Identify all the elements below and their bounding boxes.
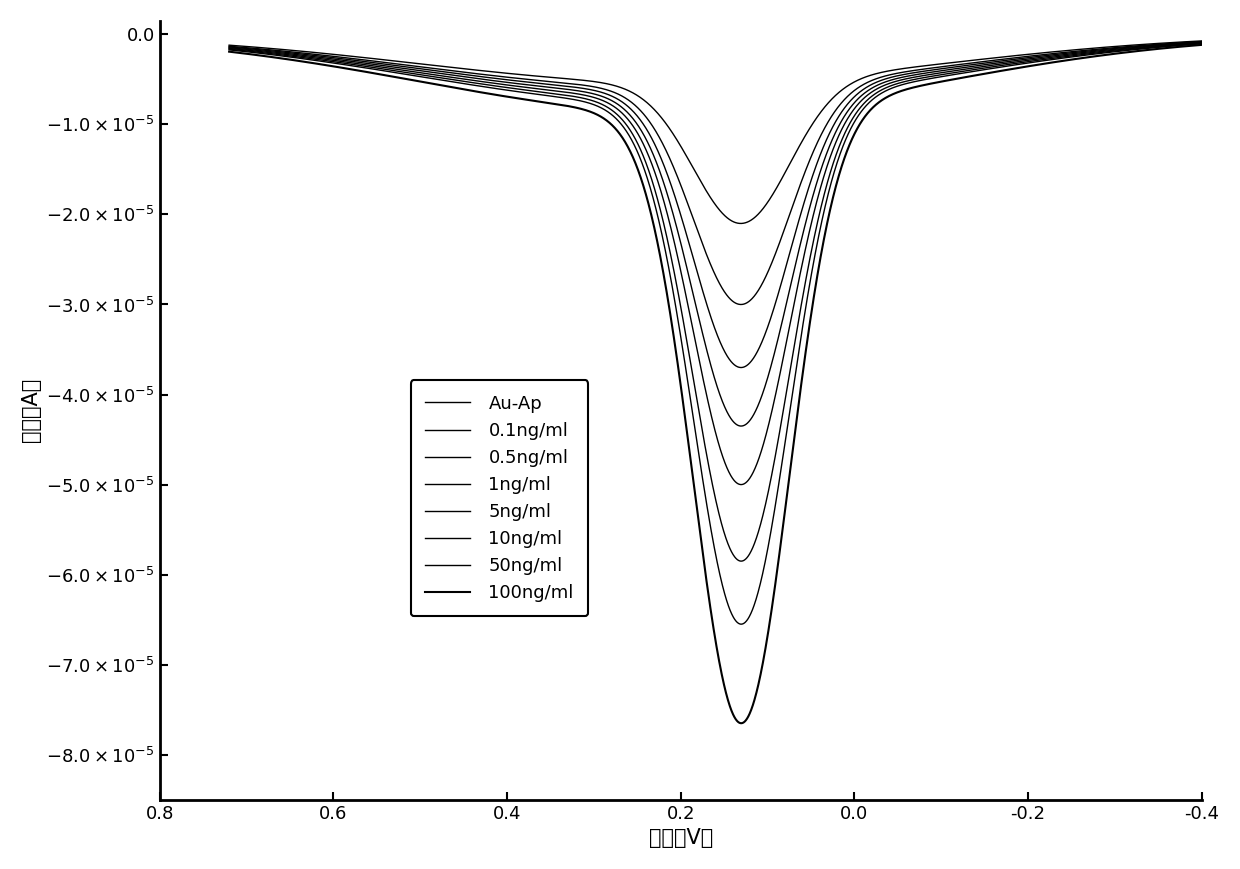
10ng/ml (222, 44, 237, 55)
10ng/ml (1176, 39, 1190, 50)
5ng/ml (637, 141, 652, 151)
50ng/ml (332, 59, 347, 70)
5ng/ml (332, 56, 347, 66)
50ng/ml (637, 164, 652, 175)
Legend: Au-Ap, 0.1ng/ml, 0.5ng/ml, 1ng/ml, 5ng/ml, 10ng/ml, 50ng/ml, 100ng/ml: Au-Ap, 0.1ng/ml, 0.5ng/ml, 1ng/ml, 5ng/m… (410, 381, 588, 616)
Y-axis label: 电流（A）: 电流（A） (21, 378, 41, 442)
Line: Au-Ap: Au-Ap (229, 41, 1202, 223)
50ng/ml (734, 619, 749, 629)
5ng/ml (1194, 37, 1209, 48)
100ng/ml (637, 183, 652, 194)
1ng/ml (1194, 37, 1209, 48)
0.1ng/ml (222, 41, 237, 51)
100ng/ml (391, 72, 405, 83)
100ng/ml (1176, 41, 1190, 51)
5ng/ml (1176, 39, 1190, 50)
1ng/ml (1070, 48, 1085, 58)
0.5ng/ml (734, 362, 749, 373)
Line: 10ng/ml: 10ng/ml (229, 43, 1202, 561)
Au-Ap (1176, 36, 1190, 47)
Line: 100ng/ml: 100ng/ml (229, 45, 1202, 723)
1ng/ml (637, 130, 652, 141)
0.5ng/ml (391, 61, 405, 71)
50ng/ml (1176, 40, 1190, 50)
0.5ng/ml (1194, 36, 1209, 47)
50ng/ml (1194, 38, 1209, 49)
0.1ng/ml (391, 59, 405, 70)
1ng/ml (222, 43, 237, 53)
10ng/ml (391, 66, 405, 76)
Line: 0.1ng/ml: 0.1ng/ml (229, 42, 1202, 304)
5ng/ml (734, 480, 749, 490)
Au-Ap (733, 218, 748, 229)
100ng/ml (222, 46, 237, 56)
100ng/ml (1070, 53, 1085, 63)
10ng/ml (734, 556, 749, 567)
1ng/ml (734, 421, 749, 431)
1ng/ml (332, 55, 347, 65)
0.1ng/ml (595, 83, 610, 94)
1ng/ml (1176, 38, 1190, 49)
10ng/ml (1194, 38, 1209, 49)
10ng/ml (595, 99, 610, 109)
Au-Ap (332, 50, 347, 60)
Line: 0.5ng/ml: 0.5ng/ml (229, 42, 1202, 368)
0.5ng/ml (1176, 38, 1190, 49)
Au-Ap (1194, 36, 1209, 46)
Au-Ap (637, 95, 652, 105)
100ng/ml (595, 112, 610, 123)
0.1ng/ml (637, 109, 652, 120)
Au-Ap (222, 40, 237, 50)
Au-Ap (595, 77, 610, 88)
5ng/ml (1070, 49, 1085, 59)
1ng/ml (595, 91, 610, 102)
0.5ng/ml (222, 42, 237, 52)
50ng/ml (595, 103, 610, 114)
10ng/ml (637, 153, 652, 163)
100ng/ml (1194, 40, 1209, 50)
0.5ng/ml (637, 120, 652, 130)
Line: 1ng/ml: 1ng/ml (229, 43, 1202, 426)
Line: 50ng/ml: 50ng/ml (229, 43, 1202, 624)
0.1ng/ml (332, 52, 347, 63)
Au-Ap (391, 56, 405, 67)
10ng/ml (332, 57, 347, 68)
50ng/ml (222, 44, 237, 55)
0.5ng/ml (595, 87, 610, 97)
5ng/ml (391, 64, 405, 75)
0.1ng/ml (1070, 46, 1085, 56)
100ng/ml (734, 718, 749, 728)
50ng/ml (1070, 51, 1085, 62)
0.5ng/ml (1070, 47, 1085, 57)
X-axis label: 电压（V）: 电压（V） (649, 828, 713, 848)
5ng/ml (222, 43, 237, 54)
0.1ng/ml (1176, 37, 1190, 48)
1ng/ml (391, 63, 405, 73)
0.5ng/ml (332, 53, 347, 63)
100ng/ml (332, 63, 347, 73)
Line: 5ng/ml: 5ng/ml (229, 43, 1202, 485)
5ng/ml (595, 95, 610, 105)
10ng/ml (1070, 50, 1085, 60)
0.1ng/ml (733, 299, 748, 309)
50ng/ml (391, 68, 405, 78)
0.1ng/ml (1194, 36, 1209, 47)
Au-Ap (1070, 44, 1085, 55)
